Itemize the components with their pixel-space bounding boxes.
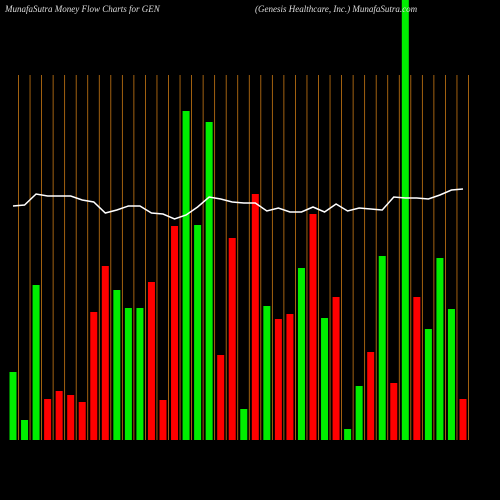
bar: [44, 399, 52, 440]
bar: [251, 194, 259, 440]
bar: [344, 429, 352, 440]
bar: [286, 314, 294, 440]
bar: [321, 318, 329, 440]
bar: [367, 352, 375, 440]
bar: [436, 258, 444, 440]
bar: [136, 308, 144, 440]
chart-title: MunafaSutra Money Flow Charts for GEN: [4, 4, 161, 14]
bar: [78, 402, 86, 440]
bar: [401, 0, 409, 440]
bar: [240, 409, 248, 440]
bar: [124, 308, 132, 440]
bar: [67, 395, 75, 440]
bar: [413, 297, 421, 440]
bar: [332, 297, 340, 440]
bar: [459, 399, 467, 440]
bar: [147, 282, 155, 440]
bar: [274, 319, 282, 440]
bar: [217, 355, 225, 440]
bar: [113, 290, 121, 440]
chart-subtitle: (Genesis Healthcare, Inc.) MunafaSutra.c…: [255, 4, 418, 14]
bar: [447, 309, 455, 440]
money-flow-line: [12, 188, 464, 220]
bar: [228, 238, 236, 440]
bar: [101, 266, 109, 440]
bar: [171, 226, 179, 440]
bar: [182, 111, 190, 440]
bar: [159, 400, 167, 440]
bar: [424, 329, 432, 440]
bar: [21, 420, 29, 440]
bar: [309, 214, 317, 440]
bar: [90, 312, 98, 440]
bar: [205, 122, 213, 440]
bar: [390, 383, 398, 440]
bar: [355, 386, 363, 440]
bar: [378, 256, 386, 440]
bar: [32, 285, 40, 440]
bar: [263, 306, 271, 440]
bar: [194, 225, 202, 440]
bar: [297, 268, 305, 440]
bar: [55, 391, 63, 440]
bar: [9, 372, 17, 440]
